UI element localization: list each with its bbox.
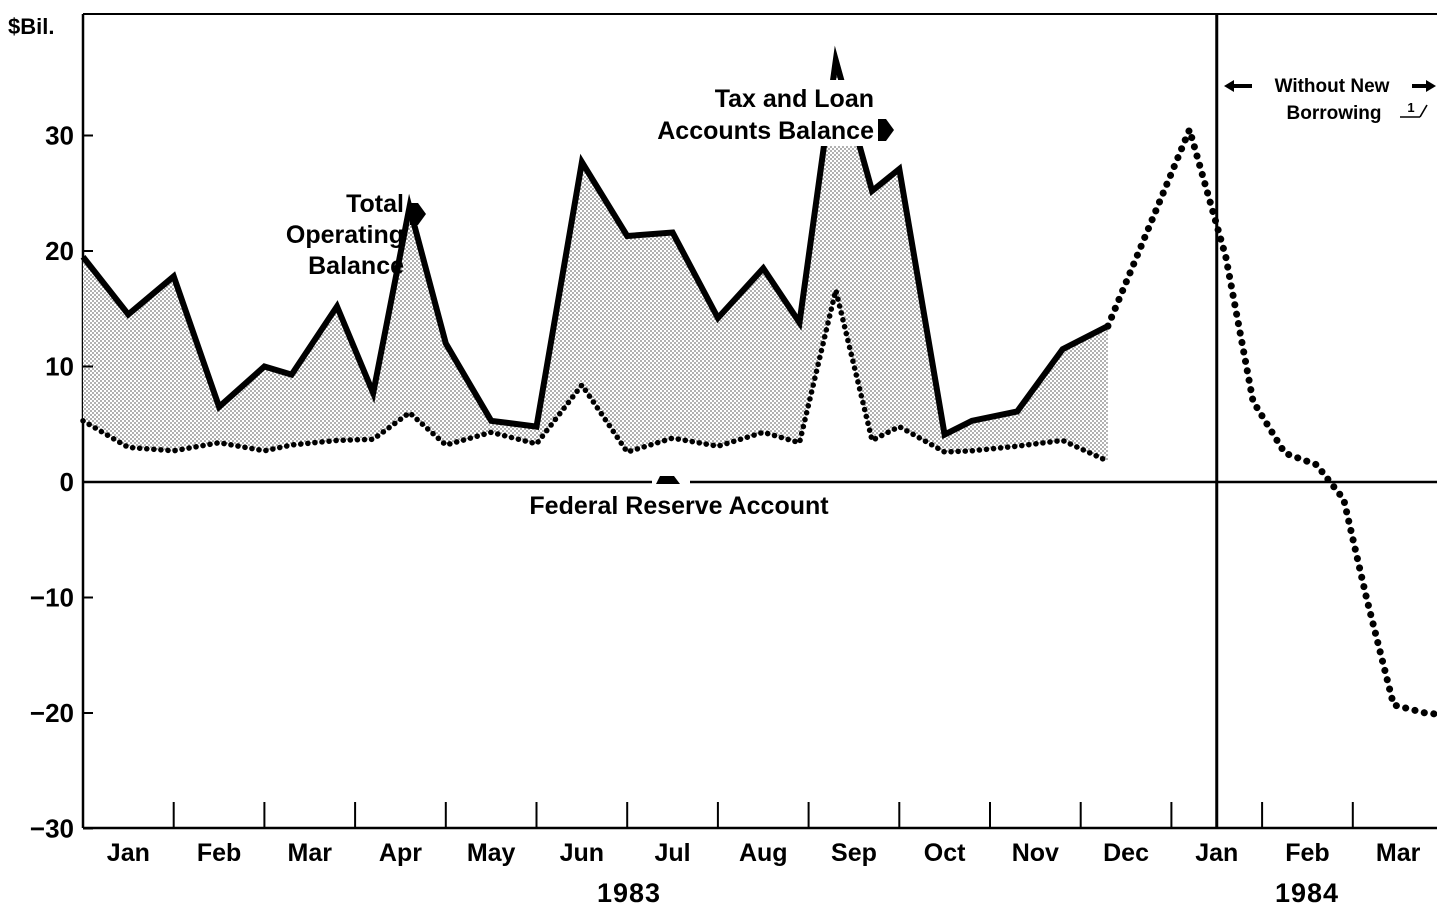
- series-line-federal-reserve-account: [80, 289, 1111, 464]
- x-tick-label: Jan: [1195, 839, 1238, 867]
- annotation-tax-and-loan: Tax and Loan Accounts Balance: [598, 80, 894, 146]
- stippled-area-layer: [83, 60, 1108, 462]
- footnote-slash: [1419, 104, 1428, 118]
- x-tick-label: Sep: [831, 839, 877, 867]
- x-tick-label: Feb: [1285, 839, 1329, 867]
- annotation-federal-reserve: Federal Reserve Account: [529, 474, 829, 520]
- annotation-total-operating-balance: Total Operating Balance: [286, 190, 426, 280]
- arrow-right-icon: [410, 203, 426, 225]
- y-tick-label: 30: [45, 121, 74, 151]
- y-tick-label: −30: [30, 814, 74, 844]
- series-line-total-operating-balance: [80, 45, 1110, 440]
- arrow-right-icon: [878, 119, 894, 141]
- x-tick-label: Jul: [654, 839, 690, 867]
- y-tick-label: −20: [30, 698, 74, 728]
- annotation-mask: [598, 80, 880, 146]
- x-tick-label: May: [467, 839, 516, 867]
- annotation-without-new-borrowing: Without New Borrowing 1: [1224, 76, 1436, 124]
- arrow-right-icon: [1412, 80, 1436, 92]
- x-tick-label: Nov: [1012, 839, 1059, 867]
- x-tick-label: Oct: [924, 839, 966, 867]
- year-label-1984: 1984: [1275, 878, 1339, 908]
- y-axis-title: $Bil.: [8, 14, 54, 39]
- annotation-line: Tax and Loan: [715, 85, 874, 113]
- series-line-without-new-borrowing: [1104, 119, 1437, 718]
- y-tick-label: 10: [45, 352, 74, 382]
- x-tick-label: Dec: [1103, 839, 1149, 867]
- annotation-line: Federal Reserve Account: [529, 492, 829, 520]
- arrow-left-icon: [1224, 80, 1252, 92]
- footnote-mark: 1: [1407, 100, 1414, 115]
- x-tick-label: Apr: [379, 839, 422, 867]
- year-label-1983: 1983: [597, 878, 661, 908]
- y-tick-label: −10: [30, 583, 74, 613]
- x-tick-label: Jan: [107, 839, 150, 867]
- y-tick-label: 20: [45, 236, 74, 266]
- annotation-line: Without New: [1275, 76, 1390, 97]
- annotation-line: Operating: [286, 221, 404, 249]
- annotation-line: Borrowing: [1287, 103, 1382, 124]
- x-tick-label: Aug: [739, 839, 788, 867]
- x-tick-label: Mar: [1376, 839, 1421, 867]
- x-tick-label: Mar: [288, 839, 333, 867]
- stippled-area: [83, 60, 1108, 462]
- annotation-line: Total: [346, 190, 404, 218]
- series-layer: [80, 45, 1437, 718]
- axis-layer: 30 20 10 0 −10 −20 −30 Jan Feb Mar Apr May Jun Jul Aug…: [30, 14, 1437, 867]
- x-tick-label: Jun: [560, 839, 604, 867]
- arrow-up-icon: [656, 476, 680, 484]
- annotation-line: Balance: [308, 252, 404, 280]
- x-tick-label: Feb: [197, 839, 241, 867]
- annotation-line: Accounts Balance: [657, 117, 874, 145]
- y-tick-label: 0: [60, 467, 74, 497]
